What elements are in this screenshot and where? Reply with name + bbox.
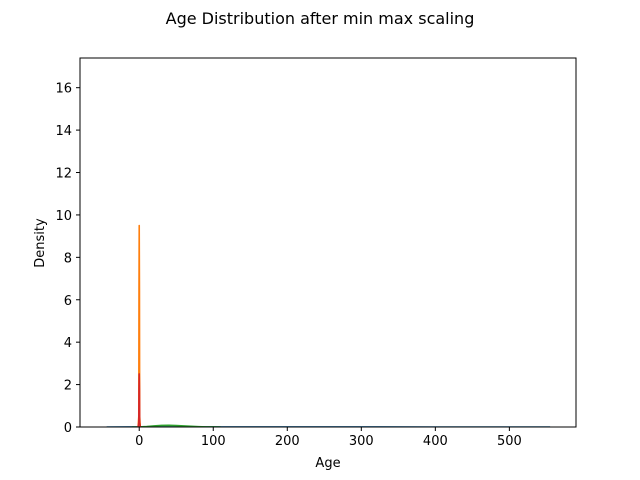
x-tick-label: 300	[349, 434, 374, 449]
series-4-line	[137, 373, 142, 427]
y-tick-label: 8	[64, 251, 72, 266]
x-tick-label: 400	[423, 434, 448, 449]
y-tick-label: 16	[55, 82, 72, 97]
x-axis-label: Age	[315, 456, 340, 471]
axes-frame	[79, 57, 577, 428]
y-tick-label: 6	[64, 294, 72, 309]
chart-title: Age Distribution after min max scaling	[166, 9, 475, 28]
y-tick-label: 12	[55, 167, 72, 182]
y-axis-label: Density	[33, 218, 48, 268]
x-tick-label: 100	[201, 434, 226, 449]
axes: 0 100 200 300 400 500 0 2 4 6 8 10 12 14 16	[55, 57, 577, 449]
x-tick-label: 200	[275, 434, 300, 449]
x-tick-label: 500	[497, 434, 522, 449]
y-tick-label: 0	[64, 421, 72, 436]
x-tick-label: 0	[135, 434, 143, 449]
y-tick-label: 4	[64, 336, 72, 351]
y-tick-label: 14	[55, 124, 72, 139]
y-tick-label: 2	[64, 379, 72, 394]
y-tick-label: 10	[55, 209, 72, 224]
